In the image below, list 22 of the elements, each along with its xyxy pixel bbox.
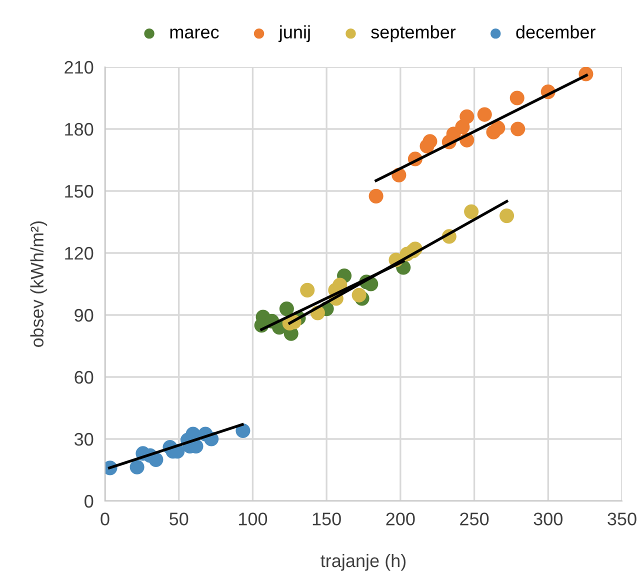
x-tick-label: 100: [239, 512, 268, 526]
x-tick-label: 350: [608, 512, 636, 526]
y-tick-label: 210: [64, 60, 94, 74]
y-tick-label: 180: [65, 122, 94, 136]
x-tick-label: 50: [170, 512, 188, 526]
x-tick-label: 200: [386, 512, 415, 526]
y-tick-label: 150: [65, 184, 94, 198]
y-tick-label: 30: [74, 432, 94, 446]
x-tick-label: 0: [100, 512, 110, 526]
legend-label: marec: [170, 28, 219, 38]
x-tick-label: 150: [312, 512, 341, 526]
y-tick-label: 120: [65, 246, 94, 260]
x-tick-label: 300: [534, 512, 562, 526]
y-tick-label: 0: [84, 494, 94, 508]
legend-label: junij: [278, 25, 310, 42]
y-tick-label: 90: [74, 308, 94, 322]
x-tick-label: 250: [460, 512, 489, 526]
x-axis-title: trajanje (h): [320, 554, 406, 571]
legend-label: september: [371, 25, 456, 42]
y-axis-title: obsev (kWh/m²): [30, 221, 48, 347]
legend-label: december: [516, 25, 596, 38]
y-tick-label: 60: [74, 370, 94, 384]
